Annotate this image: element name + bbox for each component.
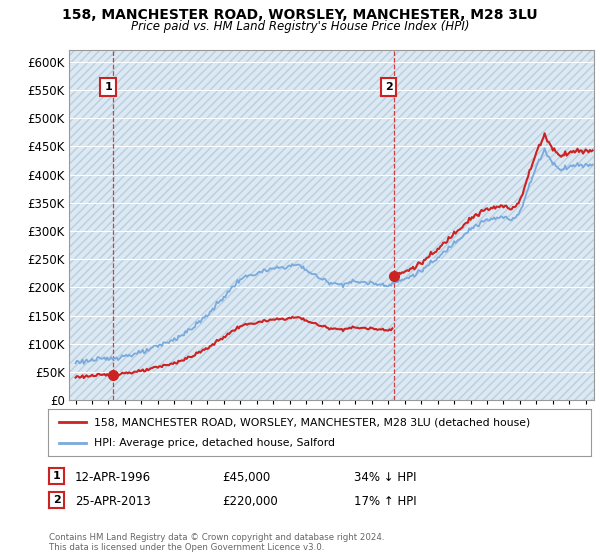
Text: 25-APR-2013: 25-APR-2013: [75, 494, 151, 508]
Text: HPI: Average price, detached house, Salford: HPI: Average price, detached house, Salf…: [94, 438, 335, 448]
Text: Price paid vs. HM Land Registry's House Price Index (HPI): Price paid vs. HM Land Registry's House …: [131, 20, 469, 32]
Text: £45,000: £45,000: [222, 470, 270, 484]
Text: 34% ↓ HPI: 34% ↓ HPI: [354, 470, 416, 484]
Text: Contains HM Land Registry data © Crown copyright and database right 2024.: Contains HM Land Registry data © Crown c…: [49, 533, 385, 542]
Text: 12-APR-1996: 12-APR-1996: [75, 470, 151, 484]
Text: 158, MANCHESTER ROAD, WORSLEY, MANCHESTER, M28 3LU (detached house): 158, MANCHESTER ROAD, WORSLEY, MANCHESTE…: [94, 417, 530, 427]
Text: This data is licensed under the Open Government Licence v3.0.: This data is licensed under the Open Gov…: [49, 543, 325, 552]
Text: 1: 1: [53, 471, 61, 481]
Text: 17% ↑ HPI: 17% ↑ HPI: [354, 494, 416, 508]
Text: 1: 1: [104, 82, 112, 92]
Text: £220,000: £220,000: [222, 494, 278, 508]
Text: 158, MANCHESTER ROAD, WORSLEY, MANCHESTER, M28 3LU: 158, MANCHESTER ROAD, WORSLEY, MANCHESTE…: [62, 8, 538, 22]
Text: 2: 2: [53, 495, 61, 505]
Text: 2: 2: [385, 82, 392, 92]
